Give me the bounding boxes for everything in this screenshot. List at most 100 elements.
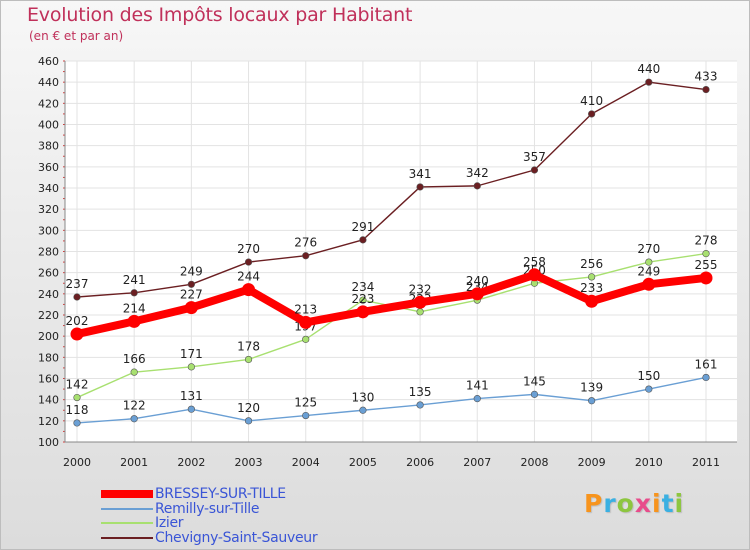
y-tick-label: 440 xyxy=(38,76,59,89)
x-tick-label: 2003 xyxy=(235,456,263,469)
series-line-remilly-sur-tille xyxy=(76,376,707,424)
logo-letter: r xyxy=(603,489,617,518)
y-tick-label: 180 xyxy=(38,351,59,364)
data-point-bressey-sur-tille xyxy=(184,301,198,315)
x-tick-label: 2000 xyxy=(63,456,91,469)
x-tick-label: 2008 xyxy=(520,456,548,469)
data-label-bressey-sur-tille: 213 xyxy=(294,302,317,316)
data-point-chevigny-saint-sauveur xyxy=(359,236,367,244)
data-label-izier: 270 xyxy=(637,242,660,256)
data-label-chevigny-saint-sauveur: 341 xyxy=(409,167,432,181)
data-point-chevigny-saint-sauveur xyxy=(530,166,539,174)
data-label-chevigny-saint-sauveur: 433 xyxy=(695,70,718,84)
data-point-remilly-sur-tille xyxy=(473,395,481,403)
data-label-remilly-sur-tille: 130 xyxy=(351,390,374,404)
data-label-izier: 171 xyxy=(180,347,203,361)
series-line-bressey-sur-tille xyxy=(73,270,710,339)
data-label-remilly-sur-tille: 122 xyxy=(123,399,146,413)
data-point-remilly-sur-tille xyxy=(73,419,81,427)
x-tick-label: 2007 xyxy=(463,456,491,469)
data-label-chevigny-saint-sauveur: 291 xyxy=(351,220,374,234)
data-label-bressey-sur-tille: 232 xyxy=(409,282,432,296)
data-label-chevigny-saint-sauveur: 410 xyxy=(580,94,603,108)
logo-letter: x xyxy=(634,489,652,518)
x-tick-label: 2001 xyxy=(120,456,148,469)
data-point-chevigny-saint-sauveur xyxy=(244,258,253,266)
chart-subtitle: (en € et par an) xyxy=(29,29,124,43)
data-point-chevigny-saint-sauveur xyxy=(416,183,424,191)
data-point-izier xyxy=(302,335,310,343)
data-label-bressey-sur-tille: 240 xyxy=(466,274,489,288)
data-label-bressey-sur-tille: 233 xyxy=(580,281,603,295)
data-point-remilly-sur-tille xyxy=(530,390,539,398)
data-point-remilly-sur-tille xyxy=(302,411,310,420)
x-tick-label: 2004 xyxy=(292,456,320,469)
data-label-bressey-sur-tille: 244 xyxy=(237,270,260,284)
data-label-izier: 256 xyxy=(580,257,603,271)
series-line-chevigny-saint-sauveur xyxy=(76,81,707,298)
data-label-chevigny-saint-sauveur: 241 xyxy=(123,273,146,287)
data-label-remilly-sur-tille: 131 xyxy=(180,389,203,403)
legend-item: Remilly-sur-Tille xyxy=(101,501,317,517)
data-point-bressey-sur-tille xyxy=(299,315,313,329)
legend-item: BRESSEY-SUR-TILLE xyxy=(101,486,317,502)
data-point-bressey-sur-tille xyxy=(127,314,141,328)
legend-swatch xyxy=(101,522,153,525)
data-point-bressey-sur-tille xyxy=(242,283,256,297)
legend-swatch xyxy=(101,490,153,499)
data-label-bressey-sur-tille: 227 xyxy=(180,288,203,302)
data-point-bressey-sur-tille xyxy=(356,305,370,319)
data-label-remilly-sur-tille: 120 xyxy=(237,401,260,415)
chart-title: Evolution des Impôts locaux par Habitant xyxy=(27,4,413,26)
legend-label: Izier xyxy=(155,515,184,532)
data-point-bressey-sur-tille xyxy=(70,327,84,341)
data-point-izier xyxy=(187,363,195,371)
data-label-remilly-sur-tille: 135 xyxy=(409,385,432,399)
y-tick-label: 460 xyxy=(38,55,59,68)
data-label-izier: 234 xyxy=(351,280,374,294)
data-point-chevigny-saint-sauveur xyxy=(588,110,596,118)
data-point-izier xyxy=(702,250,710,258)
y-tick-label: 220 xyxy=(38,309,59,322)
data-point-chevigny-saint-sauveur xyxy=(130,289,138,297)
y-tick-label: 100 xyxy=(38,436,59,449)
data-label-remilly-sur-tille: 145 xyxy=(523,374,546,388)
y-tick-label: 360 xyxy=(38,161,59,174)
y-tick-label: 340 xyxy=(38,182,59,195)
data-point-chevigny-saint-sauveur xyxy=(187,280,195,288)
y-tick-label: 120 xyxy=(38,415,59,428)
legend-swatch xyxy=(101,507,153,510)
data-label-remilly-sur-tille: 118 xyxy=(66,403,89,417)
y-tick-label: 400 xyxy=(38,119,59,132)
data-label-chevigny-saint-sauveur: 342 xyxy=(466,166,489,180)
data-point-izier xyxy=(645,258,653,266)
y-tick-label: 320 xyxy=(38,203,59,216)
logo-letter: t xyxy=(661,489,675,518)
logo-letter: i xyxy=(674,489,685,518)
data-point-remilly-sur-tille xyxy=(130,415,138,423)
data-point-izier xyxy=(244,355,253,364)
data-point-remilly-sur-tille xyxy=(416,401,424,409)
logo-letter: o xyxy=(616,489,635,518)
x-tick-label: 2005 xyxy=(349,456,377,469)
x-tick-label: 2011 xyxy=(692,456,720,469)
logo-letter: i xyxy=(652,489,662,518)
data-point-bressey-sur-tille xyxy=(527,268,541,282)
data-point-chevigny-saint-sauveur xyxy=(702,85,710,94)
data-point-bressey-sur-tille xyxy=(413,295,427,309)
data-label-remilly-sur-tille: 125 xyxy=(294,396,317,410)
data-label-izier: 178 xyxy=(237,339,260,353)
data-point-izier xyxy=(359,296,367,304)
data-point-bressey-sur-tille xyxy=(642,277,656,291)
x-tick-label: 2010 xyxy=(635,456,663,469)
data-label-remilly-sur-tille: 161 xyxy=(695,357,718,371)
data-point-chevigny-saint-sauveur xyxy=(473,182,481,190)
x-tick-label: 2009 xyxy=(578,456,606,469)
legend-item: Izier xyxy=(101,515,317,532)
data-point-bressey-sur-tille xyxy=(470,287,484,301)
data-point-remilly-sur-tille xyxy=(244,417,253,425)
data-label-izier: 142 xyxy=(66,378,89,392)
data-point-bressey-sur-tille xyxy=(699,271,713,285)
y-tick-label: 280 xyxy=(38,246,59,259)
